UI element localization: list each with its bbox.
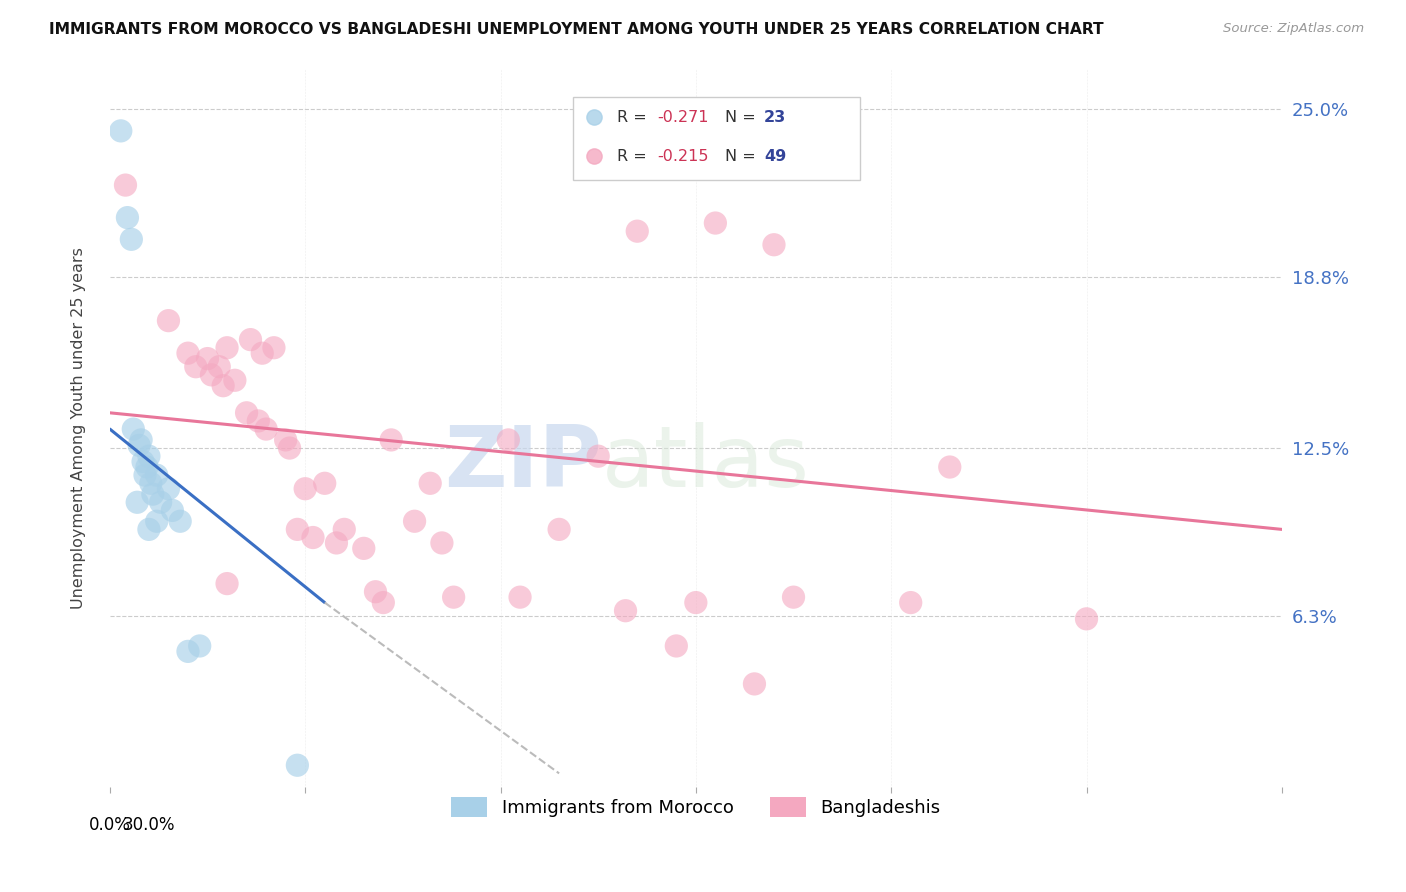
Text: Source: ZipAtlas.com: Source: ZipAtlas.com [1223, 22, 1364, 36]
Point [149, 495, 172, 509]
Point [138, 522, 160, 536]
Text: N =: N = [725, 110, 761, 125]
Point [685, 596, 707, 610]
Point [128, 438, 150, 452]
Text: ZIP: ZIP [444, 422, 602, 505]
Point [177, 644, 200, 658]
Point [184, 359, 207, 374]
Text: -0.215: -0.215 [657, 149, 709, 163]
Point [224, 373, 246, 387]
Point [132, 455, 155, 469]
Point [188, 639, 211, 653]
Point [325, 536, 347, 550]
Text: -0.271: -0.271 [657, 110, 709, 125]
Point [157, 313, 180, 327]
Text: IMMIGRANTS FROM MOROCCO VS BANGLADESHI UNEMPLOYMENT AMONG YOUTH UNDER 25 YEARS C: IMMIGRANTS FROM MOROCCO VS BANGLADESHI U… [49, 22, 1104, 37]
Point [110, 124, 132, 138]
Point [250, 346, 273, 360]
Point [239, 333, 262, 347]
Point [139, 476, 162, 491]
Point [548, 522, 571, 536]
Point [744, 677, 766, 691]
Y-axis label: Unemployment Among Youth under 25 years: Unemployment Among Youth under 25 years [72, 247, 86, 608]
Point [302, 531, 325, 545]
Point [333, 522, 356, 536]
FancyBboxPatch shape [572, 97, 860, 180]
Point [404, 514, 426, 528]
Point [274, 433, 297, 447]
Point [373, 596, 395, 610]
Point [169, 514, 191, 528]
Point [129, 433, 152, 447]
Point [215, 341, 238, 355]
Text: 23: 23 [763, 110, 786, 125]
Point [314, 476, 336, 491]
Point [197, 351, 219, 366]
Text: R =: R = [617, 149, 652, 163]
Point [263, 341, 285, 355]
Text: 30.0%: 30.0% [122, 815, 176, 834]
Text: 49: 49 [763, 149, 786, 163]
Point [665, 639, 688, 653]
Text: atlas: atlas [602, 422, 810, 505]
Point [294, 482, 316, 496]
Point [254, 422, 277, 436]
Point [200, 368, 222, 382]
Text: N =: N = [725, 149, 761, 163]
Point [114, 178, 136, 193]
Point [762, 237, 785, 252]
Point [142, 487, 165, 501]
Point [278, 441, 301, 455]
Point [235, 406, 257, 420]
Point [353, 541, 375, 556]
Point [177, 346, 200, 360]
Point [120, 232, 142, 246]
Point [127, 495, 149, 509]
Point [212, 378, 235, 392]
Point [157, 482, 180, 496]
Point [215, 576, 238, 591]
Point [430, 536, 453, 550]
Point [122, 422, 145, 436]
Point [626, 224, 648, 238]
Point [134, 468, 156, 483]
Point [364, 584, 387, 599]
Point [1076, 612, 1098, 626]
Point [287, 522, 309, 536]
Point [380, 433, 402, 447]
Point [287, 758, 309, 772]
Point [443, 590, 465, 604]
Point [419, 476, 441, 491]
Point [247, 414, 270, 428]
Point [145, 468, 167, 483]
Point [117, 211, 139, 225]
Point [138, 449, 160, 463]
Point [900, 596, 922, 610]
Point [704, 216, 727, 230]
Text: R =: R = [617, 110, 652, 125]
Point [162, 503, 184, 517]
Point [145, 514, 167, 528]
Point [498, 433, 520, 447]
Legend: Immigrants from Morocco, Bangladeshis: Immigrants from Morocco, Bangladeshis [444, 789, 948, 824]
Point [614, 604, 637, 618]
Point [208, 359, 231, 374]
Point [509, 590, 531, 604]
Point [586, 449, 609, 463]
Point [782, 590, 804, 604]
Point [939, 460, 962, 475]
Point [136, 460, 159, 475]
Text: 0.0%: 0.0% [89, 815, 131, 834]
